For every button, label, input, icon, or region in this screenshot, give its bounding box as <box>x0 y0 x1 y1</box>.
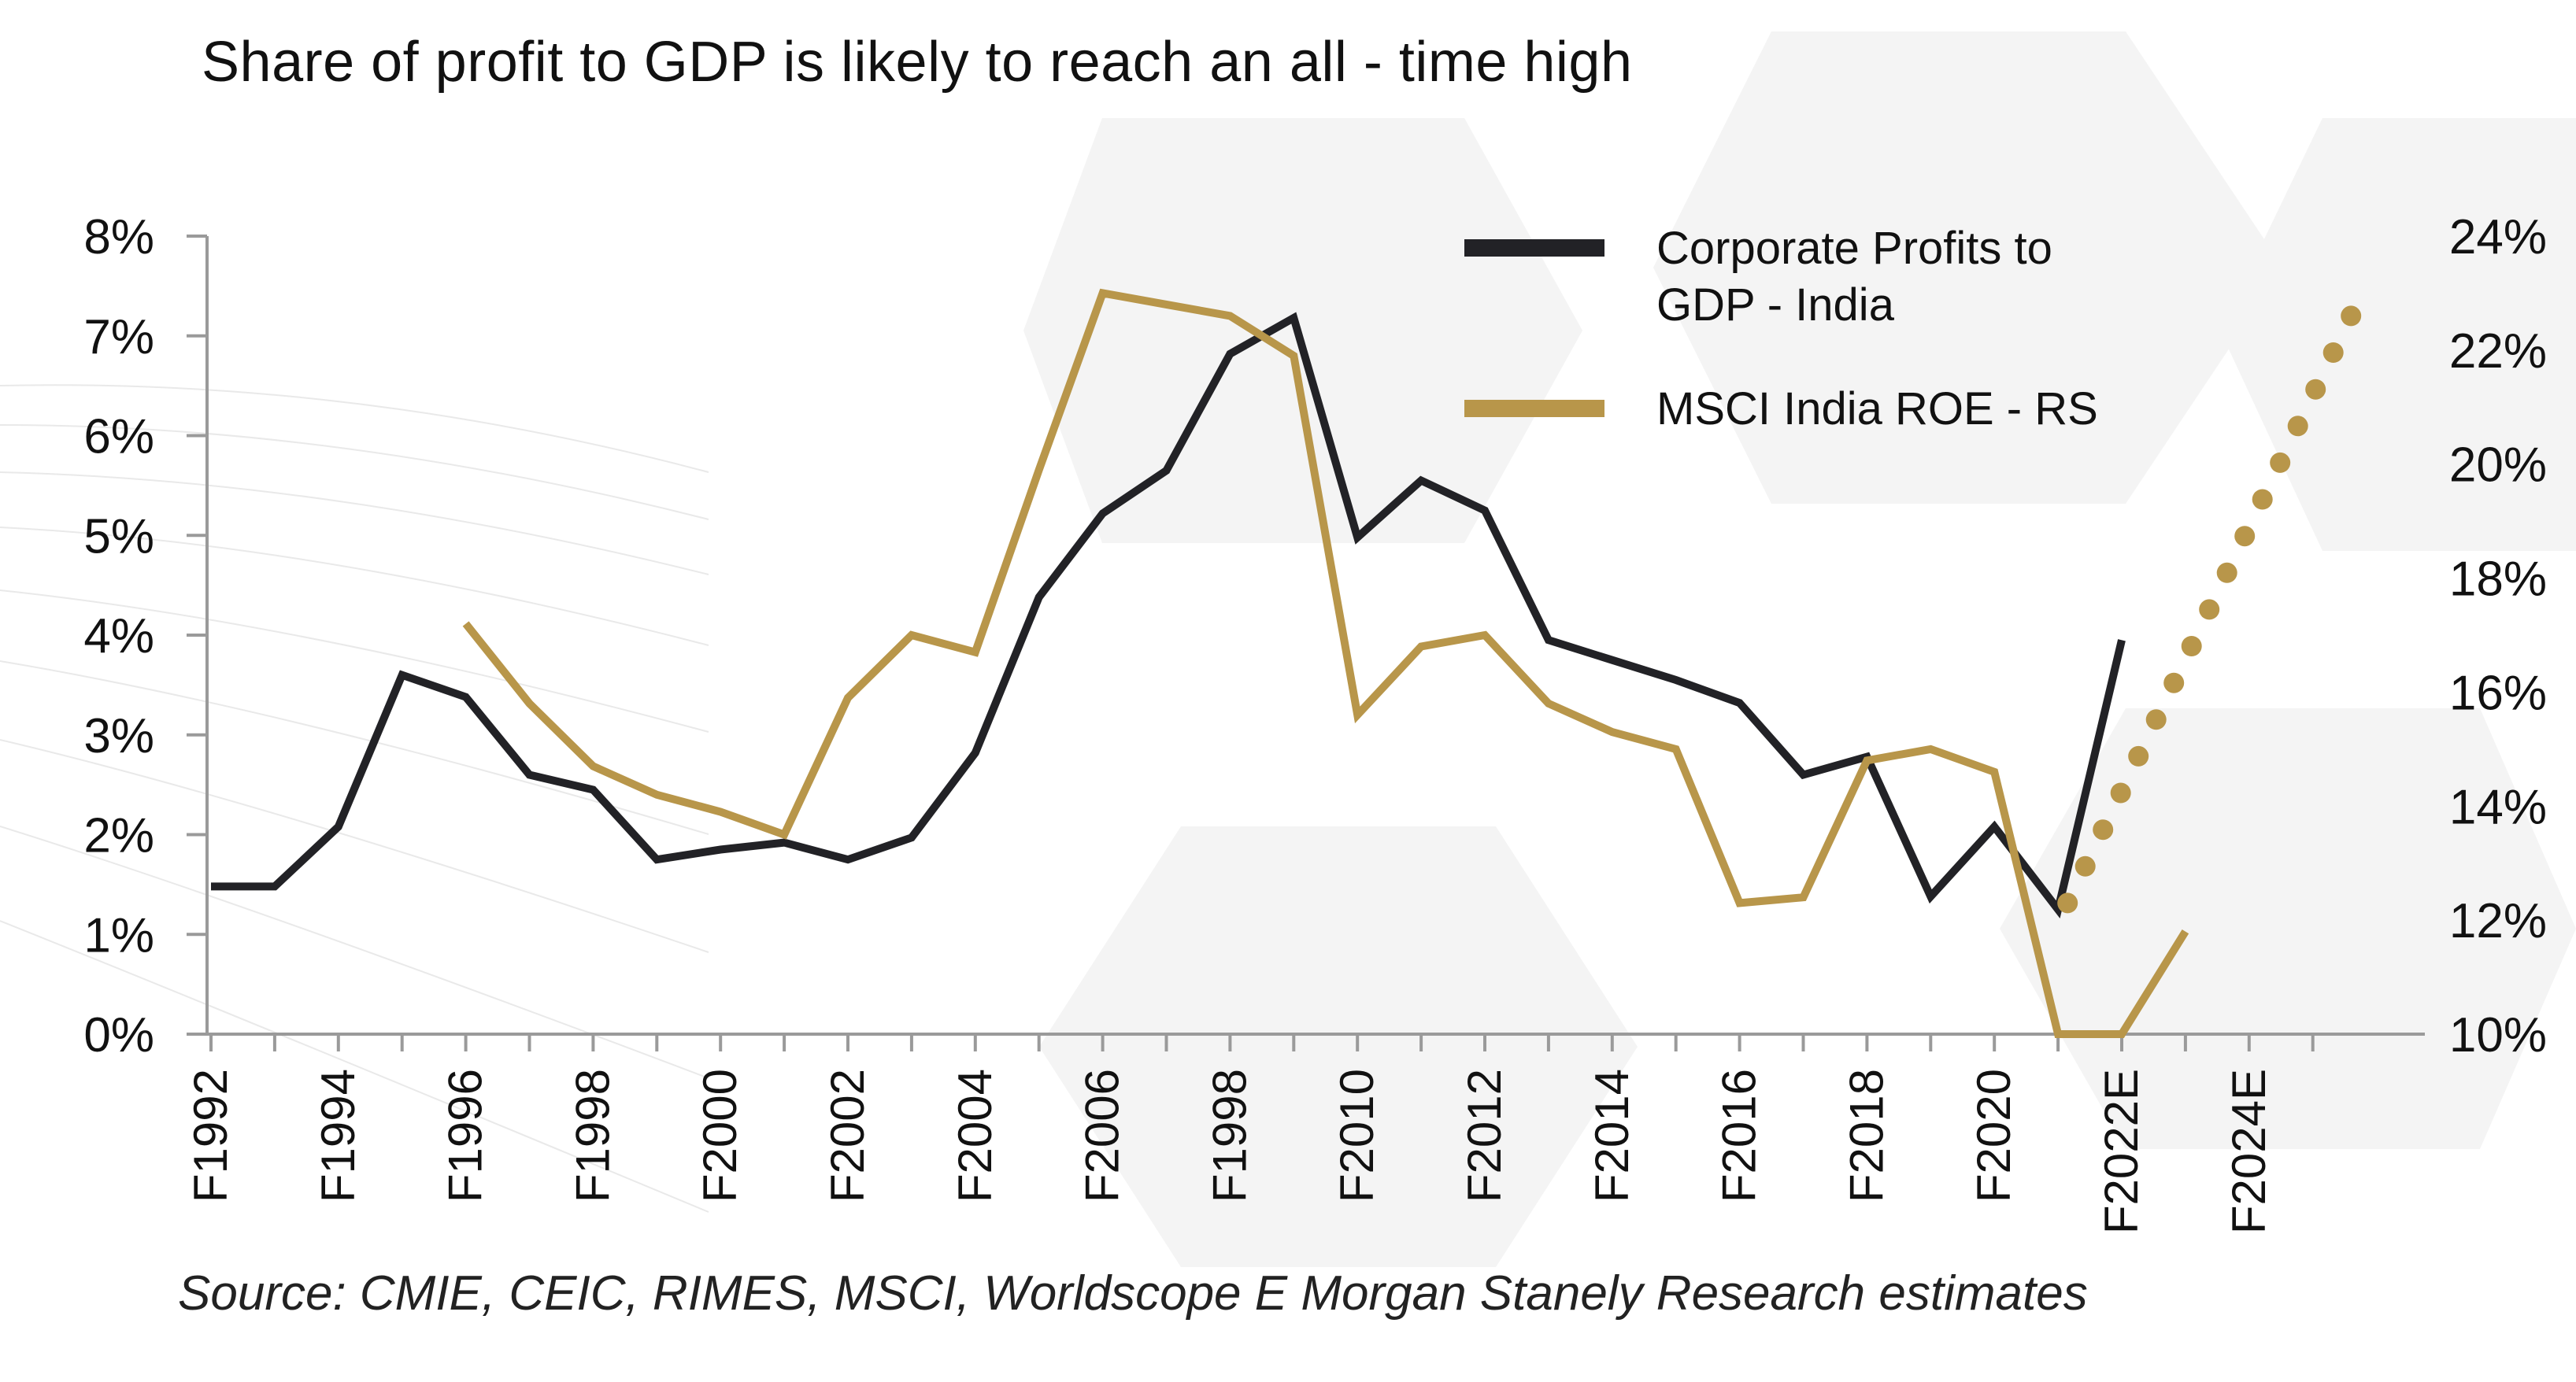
right-tick-label: 18% <box>2449 552 2547 607</box>
estimate-dot <box>2341 305 2362 327</box>
x-tick-label: F1994 <box>312 1069 365 1203</box>
left-axis-ticks: 0% 1% 2% 3% 4% 5% 6% 7% 8% <box>83 210 207 1062</box>
series-line-corporate-profits <box>211 312 2126 918</box>
x-tick-label: F2010 <box>1331 1069 1383 1203</box>
left-tick-label: 0% <box>83 1008 154 1062</box>
left-tick-label: 2% <box>83 809 154 863</box>
legend-swatch-corporate-profits <box>1464 239 1604 257</box>
legend-label-msci-roe: MSCI India ROE - RS <box>1656 383 2098 434</box>
legend-label-corporate-profits: Corporate Profits to GDP - India <box>1656 223 2052 331</box>
estimate-dot <box>2322 342 2344 363</box>
left-tick-label: 3% <box>83 709 154 763</box>
x-tick-label: F1996 <box>439 1069 492 1203</box>
estimate-dot <box>2252 489 2273 510</box>
left-tick-label: 1% <box>83 908 154 963</box>
x-tick-label: F2022E <box>2095 1069 2148 1234</box>
estimate-dot <box>2057 892 2078 914</box>
estimate-dot <box>2234 526 2256 547</box>
legend-swatch-msci-roe <box>1464 400 1604 417</box>
series-layer <box>211 288 2362 1038</box>
estimate-dot <box>2074 855 2096 877</box>
estimate-dot <box>2270 452 2291 473</box>
x-tick-label: F2014 <box>1586 1069 1638 1203</box>
right-tick-label: 22% <box>2449 324 2547 379</box>
source-note: Source: CMIE, CEIC, RIMES, MSCI, Worldsc… <box>178 1266 2088 1321</box>
x-tick-label: F2012 <box>1458 1069 1511 1203</box>
x-tick-label: F2006 <box>1076 1069 1129 1203</box>
x-axis-ticks: F1992 F1994 F1996 F1998 F2000 F2002 F2004 F2006… <box>184 1034 2315 1234</box>
x-tick-label: F2018 <box>1840 1069 1893 1203</box>
right-tick-label: 12% <box>2449 894 2547 948</box>
estimate-dot <box>2163 672 2185 693</box>
right-tick-label: 24% <box>2449 210 2547 264</box>
legend-item-corporate-profits: Corporate Profits to GDP - India <box>1464 220 2173 334</box>
x-tick-label: F2024E <box>2223 1069 2275 1234</box>
x-tick-label: F1992 <box>184 1069 237 1203</box>
right-tick-label: 16% <box>2449 666 2547 720</box>
estimate-dot <box>2199 599 2220 620</box>
estimate-dot <box>2110 782 2131 804</box>
estimate-dot <box>2305 379 2326 400</box>
right-tick-label: 14% <box>2449 780 2547 834</box>
x-tick-label: F2004 <box>949 1069 1001 1203</box>
series-line-msci-roe <box>462 288 2189 1038</box>
left-tick-label: 4% <box>83 609 154 663</box>
left-tick-label: 7% <box>83 310 154 364</box>
estimate-dot <box>2216 562 2237 583</box>
right-tick-label: 20% <box>2449 438 2547 493</box>
right-axis-ticks: 10% 12% 14% 16% 18% 20% 22% 24% <box>2449 210 2547 1062</box>
estimate-dot <box>2128 745 2149 767</box>
estimate-dot <box>2093 819 2114 841</box>
legend: Corporate Profits to GDP - India MSCI In… <box>1464 220 2173 438</box>
x-tick-label: F2016 <box>1713 1069 1766 1203</box>
x-tick-label: F1998 <box>1203 1069 1256 1203</box>
left-tick-label: 6% <box>83 410 154 464</box>
estimate-dot <box>2181 636 2202 656</box>
estimate-dot <box>2287 416 2308 437</box>
left-tick-label: 8% <box>83 210 154 264</box>
x-tick-label: F2020 <box>1967 1069 2020 1203</box>
x-tick-label: F2002 <box>821 1069 874 1203</box>
legend-item-msci-roe: MSCI India ROE - RS <box>1464 381 2173 438</box>
estimate-dot <box>2145 709 2167 730</box>
x-tick-label: F2000 <box>694 1069 746 1203</box>
left-tick-label: 5% <box>83 509 154 564</box>
right-tick-label: 10% <box>2449 1008 2547 1062</box>
x-tick-label: F1998 <box>566 1069 619 1203</box>
chart-title: Share of profit to GDP is likely to reac… <box>202 31 1633 94</box>
